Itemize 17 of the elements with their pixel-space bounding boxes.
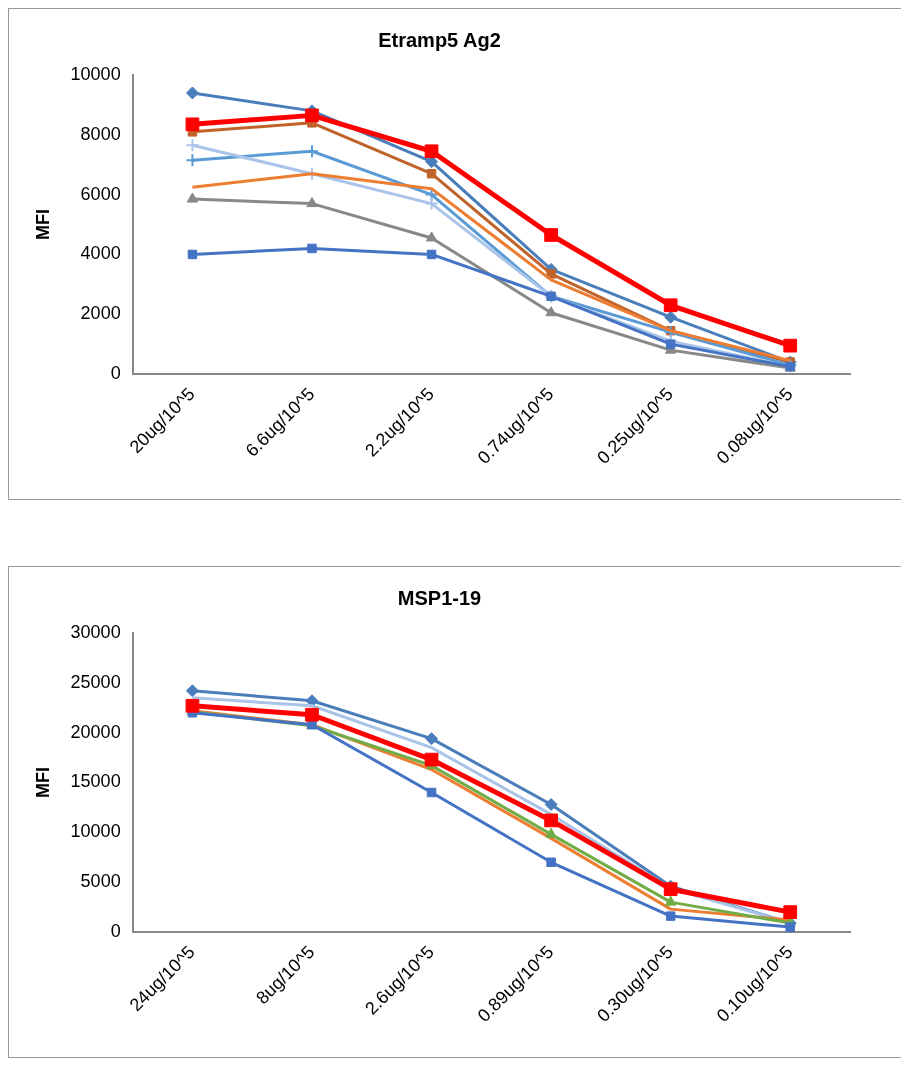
y-tick-label: 4000 — [80, 243, 121, 264]
y-axis-title: MFI — [32, 209, 53, 241]
y-tick-label: 0 — [110, 921, 121, 942]
y-tick-label: 10000 — [70, 63, 121, 84]
y-tick-label: 30000 — [70, 621, 121, 642]
y-tick-label: 0 — [110, 363, 121, 384]
y-axis-title: MFI — [32, 767, 53, 799]
y-tick-label: 25000 — [70, 671, 121, 692]
y-tick-label: 5000 — [80, 871, 121, 892]
y-tick-label: 20000 — [70, 721, 121, 742]
y-tick-label: 10000 — [70, 821, 121, 842]
y-tick-label: 8000 — [80, 123, 121, 144]
y-tick-label: 6000 — [80, 183, 121, 204]
y-tick-label: 15000 — [70, 771, 121, 792]
chart-title: Etramp5 Ag2 — [378, 28, 501, 51]
chart-title: MSP1-19 — [397, 586, 482, 609]
y-tick-label: 2000 — [80, 303, 121, 324]
